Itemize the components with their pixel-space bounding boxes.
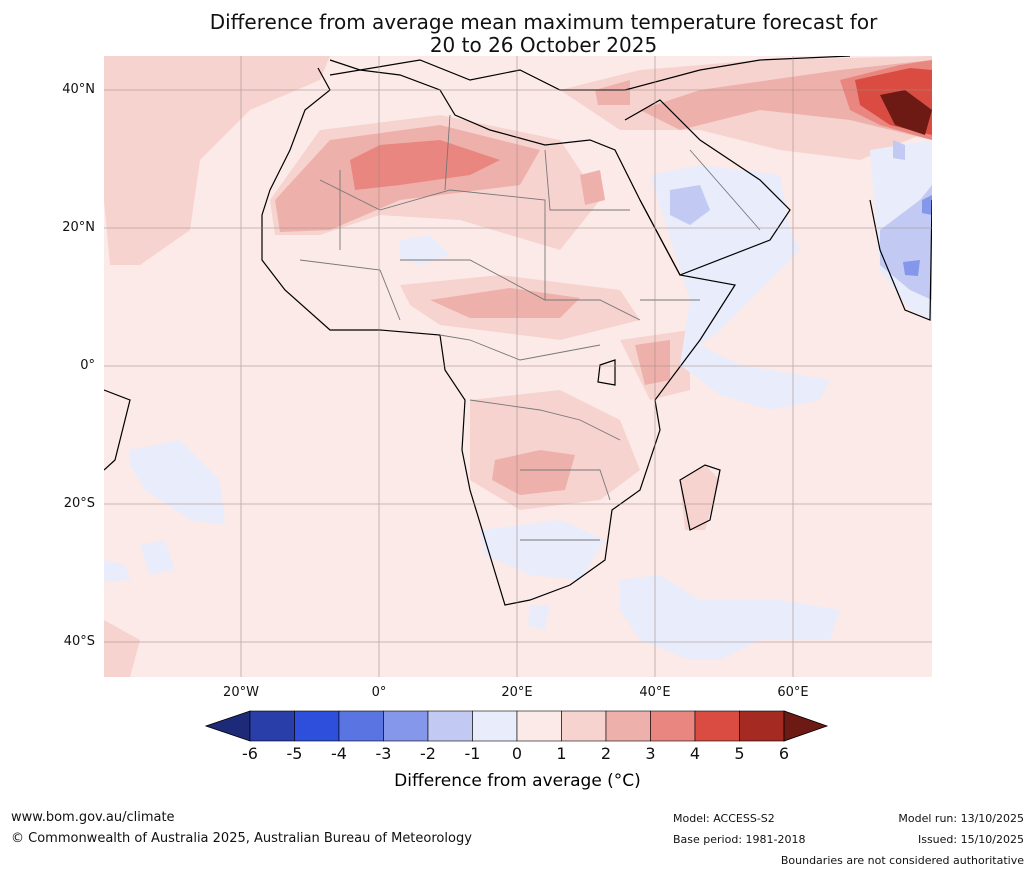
lon-label: 40°E bbox=[639, 685, 671, 700]
colorbar-tick-label: 1 bbox=[556, 744, 567, 763]
anomaly-minus-3-minus-2-regions bbox=[903, 195, 932, 276]
anomaly-above-5-regions bbox=[880, 90, 932, 135]
lat-label: 20°N bbox=[62, 220, 95, 235]
model-info: Model: ACCESS-S2 bbox=[673, 812, 775, 825]
title-line-2: 20 to 26 October 2025 bbox=[429, 33, 658, 57]
lat-label: 40°N bbox=[62, 82, 95, 97]
lat-label: 0° bbox=[80, 358, 95, 373]
colorbar-tick-label: 0 bbox=[511, 744, 523, 763]
colorbar-tick-label: 3 bbox=[645, 744, 656, 763]
colorbar-segment bbox=[383, 710, 429, 742]
colorbar-segment bbox=[338, 710, 384, 742]
colorbar-segment bbox=[605, 710, 651, 742]
colorbar-tick-label: 4 bbox=[689, 744, 701, 763]
colorbar-segment bbox=[650, 710, 696, 742]
website-link[interactable]: www.bom.gov.au/climate bbox=[11, 810, 175, 825]
colorbar-segment bbox=[249, 710, 295, 742]
colorbar bbox=[205, 710, 829, 742]
anomaly-map bbox=[104, 56, 932, 677]
colorbar-segment bbox=[294, 710, 340, 742]
anomaly-minus-2-minus-1-regions bbox=[670, 140, 932, 300]
colorbar-tick-label: -6 bbox=[242, 744, 258, 763]
colorbar-segment bbox=[427, 710, 473, 742]
colorbar-segment bbox=[739, 710, 785, 742]
lat-label: 20°S bbox=[63, 496, 95, 511]
lon-label: 20°W bbox=[223, 685, 259, 700]
colorbar-segment bbox=[694, 710, 740, 742]
colorbar-tick-label: 5 bbox=[734, 744, 745, 763]
lon-label: 0° bbox=[371, 685, 387, 700]
model-run: Model run: 13/10/2025 bbox=[898, 812, 1024, 825]
lat-label: 40°S bbox=[63, 634, 95, 649]
country-borders bbox=[299, 114, 761, 541]
colorbar-tick-label: -2 bbox=[420, 744, 436, 763]
lon-label: 20°E bbox=[501, 685, 533, 700]
coastlines bbox=[104, 56, 932, 606]
anomaly-minus-1-0-regions bbox=[104, 140, 932, 660]
graticule bbox=[104, 56, 932, 677]
colorbar-tick-label: -5 bbox=[286, 744, 303, 763]
colorbar-segment bbox=[561, 710, 607, 742]
colorbar-segment bbox=[516, 710, 562, 742]
colorbar-segment bbox=[472, 710, 518, 742]
colorbar-tick-label: 6 bbox=[778, 744, 790, 763]
colorbar-tick-label: -3 bbox=[375, 744, 392, 763]
copyright: © Commonwealth of Australia 2025, Austra… bbox=[11, 831, 472, 846]
colorbar-label: Difference from average (°C) bbox=[394, 771, 641, 791]
colorbar-tick-label: -1 bbox=[464, 744, 481, 763]
lon-label: 60°E bbox=[777, 685, 809, 700]
title-line-1: Difference from average mean maximum tem… bbox=[209, 10, 878, 34]
colorbar-extend-high bbox=[783, 710, 829, 742]
base-period: Base period: 1981-2018 bbox=[673, 833, 806, 846]
colorbar-extend-low bbox=[205, 710, 251, 742]
colorbar-tick-label: 2 bbox=[600, 744, 612, 763]
issued-date: Issued: 15/10/2025 bbox=[917, 833, 1024, 846]
disclaimer: Boundaries are not considered authoritat… bbox=[780, 854, 1024, 867]
colorbar-tick-label: -4 bbox=[331, 744, 347, 763]
